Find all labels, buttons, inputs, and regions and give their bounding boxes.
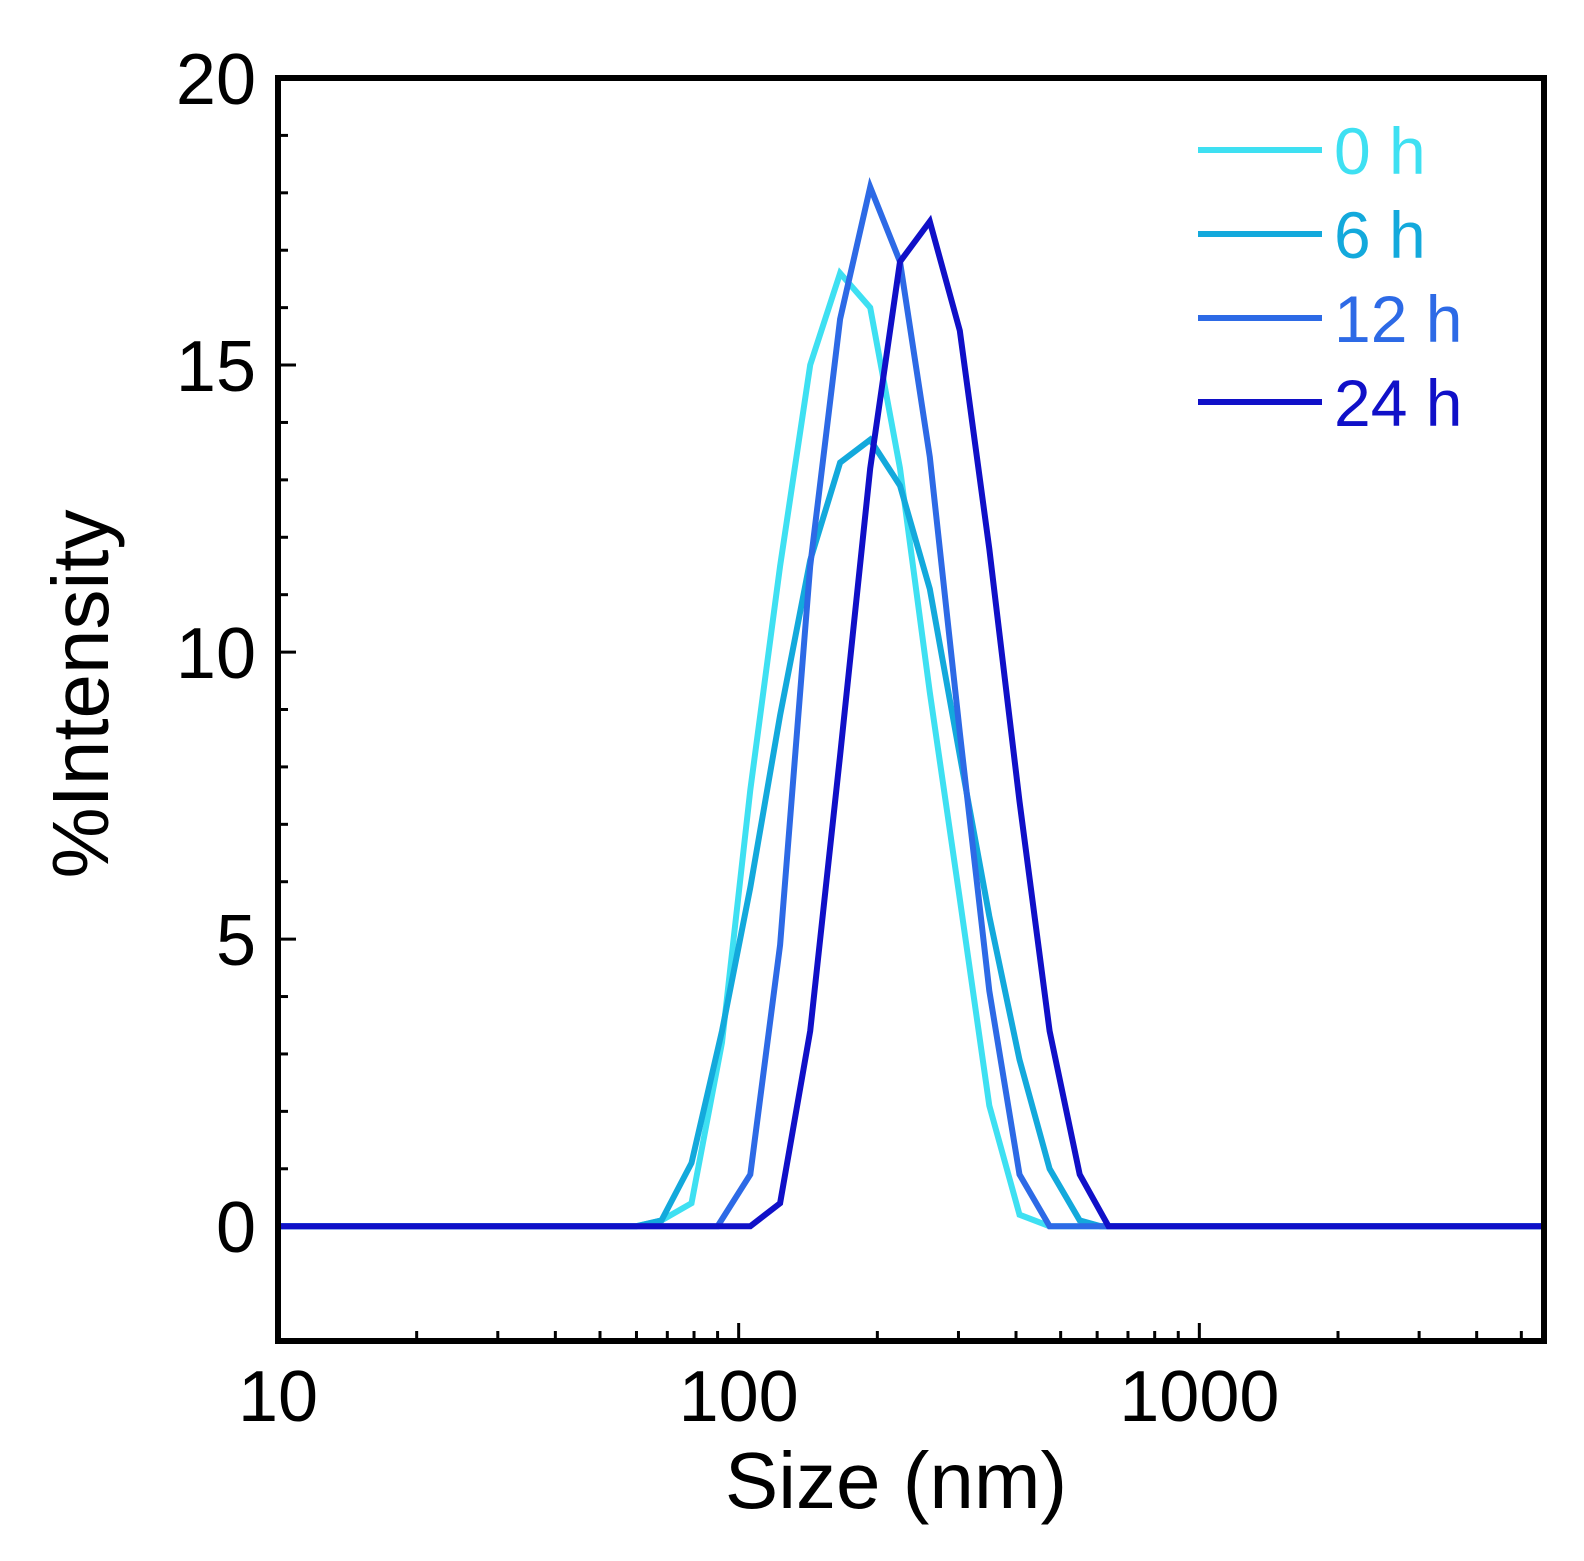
y-tick-label: 0 (216, 1188, 256, 1268)
x-tick-label: 100 (679, 1357, 799, 1437)
y-tick-label: 15 (176, 327, 256, 407)
series-line-12h (278, 177, 1544, 1230)
plot-frame (275, 75, 1547, 1344)
y-axis-title: %Intensity (36, 509, 125, 878)
y-tick-label: 10 (176, 614, 256, 694)
major-tick-marks (276, 76, 1201, 1341)
x-axis-title: Size (nm) (725, 1436, 1067, 1525)
legend-entry: 0 h (1198, 114, 1426, 188)
y-tick-label: 20 (176, 40, 256, 120)
legend-label: 12 h (1334, 282, 1462, 356)
legend-entry: 12 h (1198, 282, 1462, 356)
series-line-6h (278, 435, 1544, 1230)
x-tick-labels: 10 100 1000 (238, 1357, 1279, 1437)
legend-entry: 6 h (1198, 198, 1426, 272)
y-tick-labels: 0 5 10 15 20 (176, 40, 256, 1268)
legend-entry: 24 h (1198, 366, 1462, 440)
legend-label: 6 h (1334, 198, 1426, 272)
legend: 0 h 6 h 12 h 24 h (1198, 114, 1462, 440)
x-tick-label: 10 (238, 1357, 318, 1437)
series-line-0h (278, 267, 1544, 1230)
y-tick-label: 5 (216, 901, 256, 981)
series-lines (278, 177, 1544, 1230)
series-line-24h (278, 214, 1544, 1230)
legend-label: 24 h (1334, 366, 1462, 440)
legend-label: 0 h (1334, 114, 1426, 188)
x-tick-label: 1000 (1119, 1357, 1279, 1437)
